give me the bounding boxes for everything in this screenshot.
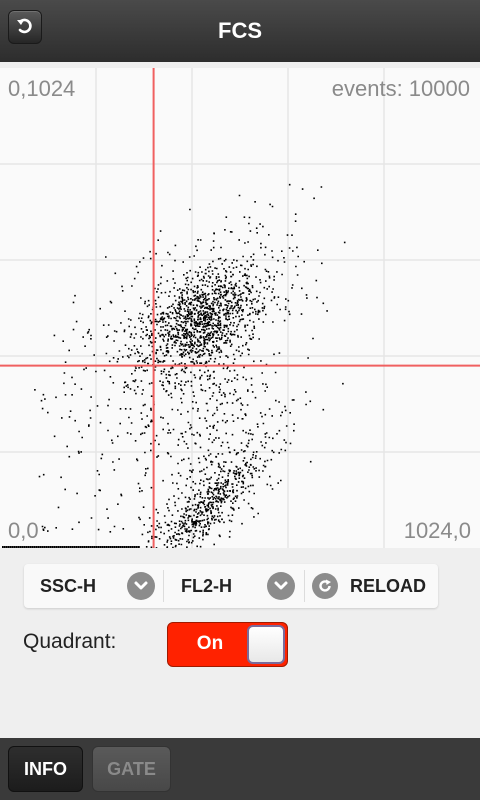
chevron-down-icon <box>267 572 295 600</box>
origin-label: 0,0 <box>8 518 39 543</box>
title-bar: FCS <box>0 0 480 62</box>
scatter-plot[interactable]: 0,1024 events: 10000 0,0 1024,0 <box>0 68 480 548</box>
toggle-knob[interactable] <box>247 625 285 664</box>
reload-label: RELOAD <box>350 575 426 596</box>
tab-info[interactable]: INFO <box>8 746 83 792</box>
scatter-plot-canvas <box>0 68 480 548</box>
toggle-state-label: On <box>196 633 224 654</box>
parameter-toolbar: SSC-H FL2-H RELOAD <box>24 564 438 608</box>
x-param-label: SSC-H <box>40 575 97 596</box>
x-param-select[interactable]: SSC-H <box>40 564 164 608</box>
reload-button[interactable]: RELOAD <box>312 564 432 608</box>
quadrant-toggle[interactable]: On <box>167 622 288 667</box>
y-param-select[interactable]: FL2-H <box>181 564 305 608</box>
plot-grid <box>0 68 480 548</box>
undo-arrow-icon <box>17 18 32 34</box>
back-button[interactable] <box>8 10 42 44</box>
x-max-label: 1024,0 <box>403 518 471 543</box>
chevron-down-icon <box>127 572 155 600</box>
y-param-label: FL2-H <box>181 575 232 596</box>
tab-gate[interactable]: GATE <box>92 746 171 792</box>
events-count: events: 10000 <box>331 76 470 101</box>
quadrant-label: Quadrant: <box>23 630 117 653</box>
bottom-tab-bar: INFO GATE <box>0 738 480 800</box>
page-title: FCS <box>218 18 262 43</box>
y-max-label: 0,1024 <box>8 76 76 101</box>
refresh-icon <box>312 573 338 599</box>
